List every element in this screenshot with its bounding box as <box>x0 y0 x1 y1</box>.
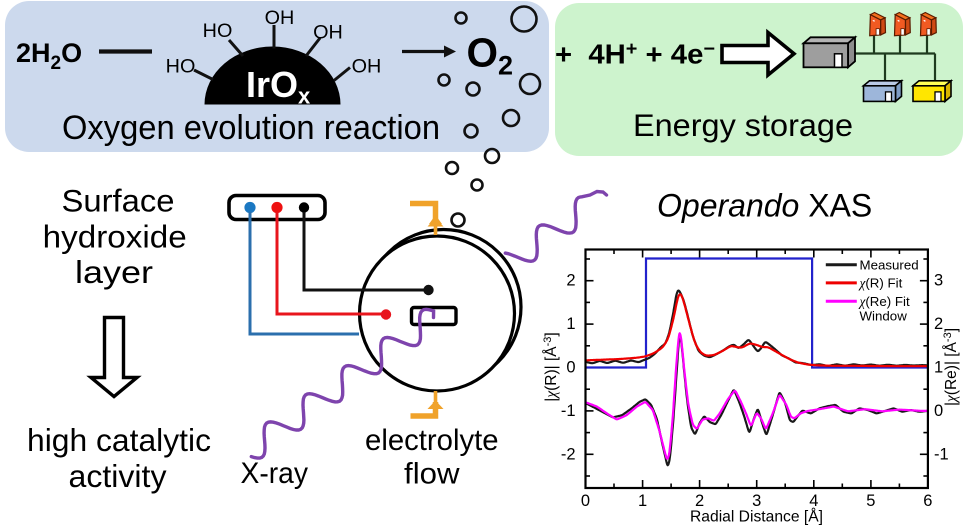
svg-text:Radial Distance [Å]: Radial Distance [Å] <box>690 507 823 526</box>
svg-text:-2: -2 <box>561 445 576 463</box>
svg-text:1: 1 <box>566 315 575 333</box>
svg-text:Window: Window <box>860 308 908 323</box>
svg-text:2: 2 <box>695 492 704 510</box>
svg-text:0: 0 <box>934 402 943 420</box>
svg-text:layer: layer <box>75 254 153 290</box>
svg-text:OH: OH <box>352 56 382 78</box>
svg-text:HO: HO <box>203 20 233 42</box>
svg-text:X-ray: X-ray <box>241 457 309 490</box>
svg-text:Operando XAS: Operando XAS <box>657 188 872 224</box>
svg-text:|χ(Re)| [Å-3]: |χ(Re)| [Å-3] <box>942 328 960 406</box>
svg-text:2: 2 <box>934 315 943 333</box>
svg-text:Surface: Surface <box>62 183 175 219</box>
svg-text:χ(R) Fit: χ(R) Fit <box>858 275 903 290</box>
svg-text:electrolyte: electrolyte <box>365 424 499 457</box>
svg-text:2: 2 <box>566 272 575 290</box>
svg-text:-1: -1 <box>561 402 576 420</box>
svg-text:HO: HO <box>166 56 196 78</box>
svg-text:1: 1 <box>638 492 647 510</box>
svg-text:5: 5 <box>866 492 875 510</box>
svg-text:OH: OH <box>313 22 343 44</box>
svg-text:activity: activity <box>69 458 167 494</box>
svg-text:hydroxide: hydroxide <box>43 219 187 255</box>
svg-text:Energy storage: Energy storage <box>633 107 853 143</box>
svg-text:high catalytic: high catalytic <box>27 422 211 458</box>
svg-text:flow: flow <box>404 458 460 491</box>
svg-text:χ(Re) Fit: χ(Re) Fit <box>858 294 910 309</box>
svg-text:Oxygen evolution reaction: Oxygen evolution reaction <box>62 109 440 147</box>
svg-text:3: 3 <box>752 492 761 510</box>
svg-text:6: 6 <box>923 492 932 510</box>
svg-text:-1: -1 <box>934 445 949 463</box>
svg-text:|χ(R)| [Å-3]: |χ(R)| [Å-3] <box>542 332 560 401</box>
svg-text:0: 0 <box>581 492 590 510</box>
svg-text:4: 4 <box>809 492 818 510</box>
svg-text:3: 3 <box>934 272 943 290</box>
svg-text:OH: OH <box>265 7 295 29</box>
svg-text:1: 1 <box>934 359 943 377</box>
svg-text:0: 0 <box>566 359 575 377</box>
svg-text:Measured: Measured <box>860 257 919 272</box>
